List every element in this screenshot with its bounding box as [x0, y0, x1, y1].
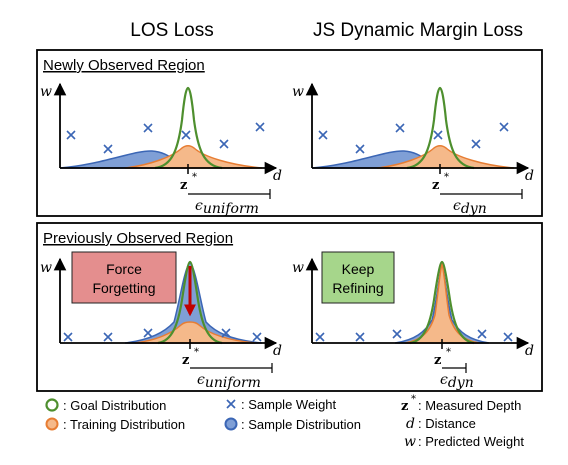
legend: : Goal Distribution : Training Distribut…: [45, 394, 524, 450]
x-axis-label: d: [525, 168, 534, 184]
panel-previously-los: w d z * ϵuniform Force Forgetting: [40, 251, 282, 391]
legend-z-sup: *: [411, 394, 416, 405]
sample-weight-markers: [66, 122, 265, 154]
legend-training: : Training Distribution: [63, 417, 185, 432]
depth-label: z: [182, 353, 189, 368]
legend-goal: : Goal Distribution: [63, 398, 166, 413]
margin-uniform: ϵuniform: [197, 372, 261, 391]
panel-newly-js: w d z * ϵdyn: [292, 82, 534, 217]
training-legend-icon: [45, 417, 59, 431]
depth-label: z: [434, 353, 441, 368]
legend-w-symbol: w: [404, 434, 416, 450]
keep-line-2: Refining: [332, 280, 383, 296]
section-title-newly: Newly Observed Region: [43, 57, 205, 74]
keep-refining-box: [321, 251, 395, 304]
top-section-frame: [36, 49, 543, 217]
x-axis-label: d: [273, 168, 282, 184]
bottom-section-frame: [36, 222, 543, 392]
left-column-title: LOS Loss: [130, 20, 213, 41]
legend-z-text: : Measured Depth: [418, 398, 521, 413]
sample-weight-markers: [315, 329, 513, 342]
section-title-previously: Previously Observed Region: [43, 230, 233, 247]
margin-dyn: ϵdyn: [440, 372, 474, 391]
sample-legend-icon: [224, 417, 238, 431]
legend-sample-dist: : Sample Distribution: [241, 417, 361, 432]
depth-label: z: [432, 178, 439, 193]
right-column-title: JS Dynamic Margin Loss: [313, 20, 523, 41]
x-axis-label: d: [525, 343, 534, 359]
legend-w-text: : Predicted Weight: [418, 434, 524, 449]
sample-weight-markers: [63, 328, 262, 342]
x-axis-label: d: [273, 343, 282, 359]
y-axis-label: w: [292, 84, 304, 100]
sample-weight-markers: [318, 122, 509, 154]
margin-uniform: ϵuniform: [195, 198, 259, 217]
force-line-2: Forgetting: [92, 280, 155, 296]
legend-d-text: : Distance: [418, 416, 476, 431]
legend-z-symbol: z: [401, 399, 408, 414]
depth-sup: *: [192, 172, 197, 183]
y-axis-label: w: [40, 84, 52, 100]
y-axis-label: w: [292, 260, 304, 276]
legend-d-symbol: d: [406, 416, 415, 432]
legend-sample-weight: : Sample Weight: [241, 397, 337, 412]
margin-dyn: ϵdyn: [453, 198, 487, 217]
depth-sup: *: [444, 172, 449, 183]
force-line-1: Force: [106, 261, 142, 277]
keep-line-1: Keep: [342, 261, 375, 277]
y-axis-label: w: [40, 260, 52, 276]
depth-sup: *: [446, 347, 451, 358]
panel-previously-js: w d z * ϵdyn Keep Refining: [292, 251, 534, 391]
panel-newly-los: w d z * ϵuniform: [40, 82, 282, 217]
cross-legend-icon: [226, 399, 236, 409]
depth-label: z: [180, 178, 187, 193]
force-forgetting-box: [71, 251, 177, 304]
depth-sup: *: [194, 347, 199, 358]
goal-legend-icon: [45, 398, 59, 412]
